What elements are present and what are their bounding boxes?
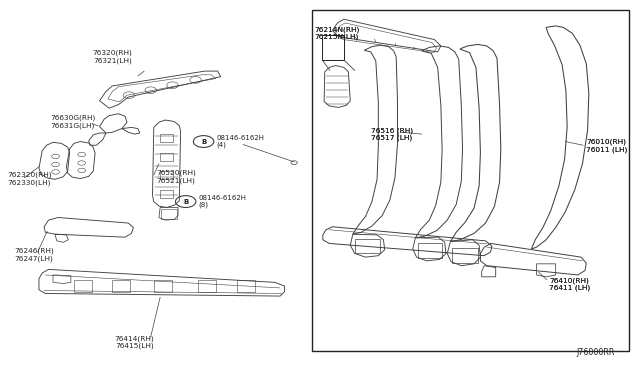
Text: 76516 (RH)
76517 (LH): 76516 (RH) 76517 (LH) bbox=[371, 127, 413, 141]
Text: 76246(RH)
76247(LH): 76246(RH) 76247(LH) bbox=[15, 247, 54, 262]
Bar bbox=[74, 280, 92, 292]
Text: 08146-6162H
(4): 08146-6162H (4) bbox=[216, 135, 264, 148]
Bar bbox=[154, 280, 172, 292]
Text: 76010(RH)
76011 (LH): 76010(RH) 76011 (LH) bbox=[586, 139, 628, 153]
Bar bbox=[355, 238, 380, 253]
Text: 76214N(RH)
76215N(LH): 76214N(RH) 76215N(LH) bbox=[314, 26, 360, 40]
Bar bbox=[452, 247, 478, 263]
Bar bbox=[113, 280, 130, 292]
Bar bbox=[198, 280, 216, 292]
Bar bbox=[160, 134, 173, 142]
Bar bbox=[160, 190, 173, 198]
Bar bbox=[237, 280, 255, 292]
Text: B: B bbox=[201, 138, 206, 145]
Bar bbox=[160, 171, 173, 179]
Bar bbox=[312, 10, 629, 351]
Text: 762320(RH)
762330(LH): 762320(RH) 762330(LH) bbox=[7, 171, 52, 186]
Bar bbox=[418, 243, 442, 258]
Bar bbox=[322, 35, 344, 60]
Text: 76410(RH)
76411 (LH): 76410(RH) 76411 (LH) bbox=[549, 277, 591, 291]
Text: 76010(RH)
76011 (LH): 76010(RH) 76011 (LH) bbox=[586, 139, 628, 153]
Text: J76000RR: J76000RR bbox=[576, 348, 614, 357]
Text: 76320(RH)
76321(LH): 76320(RH) 76321(LH) bbox=[92, 49, 132, 64]
Bar bbox=[160, 153, 173, 161]
Text: 76410(RH)
76411 (LH): 76410(RH) 76411 (LH) bbox=[549, 277, 591, 291]
Text: 76520(RH)
76521(LH): 76520(RH) 76521(LH) bbox=[156, 170, 196, 184]
Text: 08146-6162H
(8): 08146-6162H (8) bbox=[198, 195, 246, 208]
Text: 76214N(RH)
76215N(LH): 76214N(RH) 76215N(LH) bbox=[314, 26, 360, 40]
Bar bbox=[161, 209, 177, 219]
Text: 76516 (RH)
76517 (LH): 76516 (RH) 76517 (LH) bbox=[371, 127, 413, 141]
Text: 76630G(RH)
76631G(LH): 76630G(RH) 76631G(LH) bbox=[51, 115, 96, 129]
Text: B: B bbox=[183, 199, 188, 205]
Text: 76414(RH)
76415(LH): 76414(RH) 76415(LH) bbox=[115, 336, 154, 349]
